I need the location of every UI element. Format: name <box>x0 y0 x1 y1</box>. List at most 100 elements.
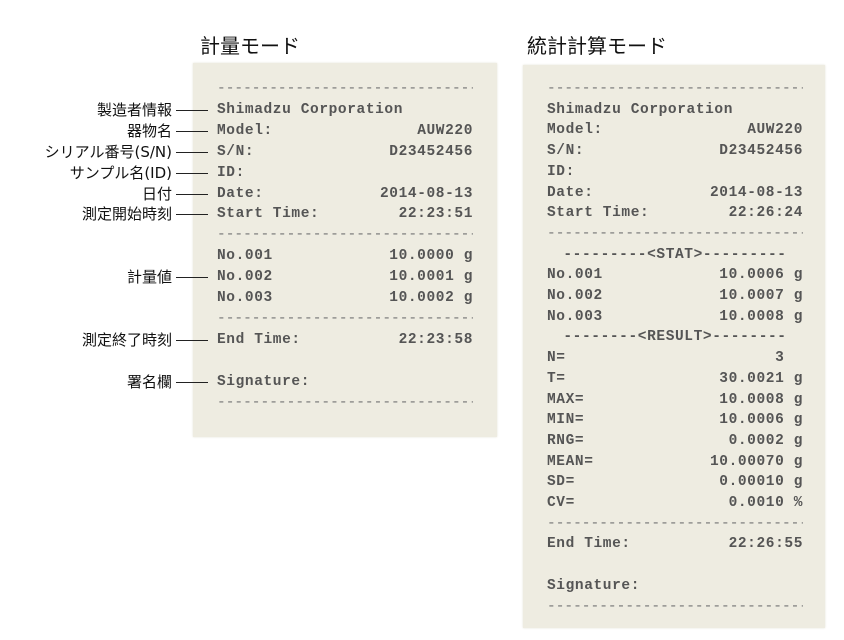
line-value: 0.0002 g <box>728 432 803 449</box>
printout-line: ID: <box>217 163 473 183</box>
line-value: 22:26:55 <box>728 536 803 553</box>
printout-line: N= 3 <box>547 348 803 368</box>
line-value: D23452456 <box>389 143 473 160</box>
line-label: Date: <box>547 184 594 201</box>
annotation-leader-line <box>176 109 208 111</box>
line-label: CV= <box>547 495 575 511</box>
printout-line: ID: <box>547 162 803 182</box>
line-value: 22:26:24 <box>728 205 803 222</box>
separator-line: ------------------------------ <box>547 225 803 242</box>
printout-line: S/N: D23452456 <box>547 141 803 161</box>
line-value: 10.0007 g <box>719 288 803 304</box>
printout-line: Date: 2014-08-13 <box>547 183 803 203</box>
separator-line: ---------<STAT>--------- <box>563 246 787 263</box>
annotation-leader-line <box>176 193 208 195</box>
separator-line: ------------------------------ <box>217 310 473 327</box>
line-value: 22:23:51 <box>398 206 473 223</box>
printout-line: Start Time: 22:26:24 <box>547 203 803 223</box>
annotation-leader-line <box>176 172 208 174</box>
line-label: MAX= <box>547 391 585 408</box>
printout-line: MAX= 10.0008 g <box>547 390 803 410</box>
weighing-mode-title: 計量モード <box>200 34 300 58</box>
annotation-leader-line <box>176 151 208 153</box>
printout-line: CV= 0.0010 % <box>547 493 803 513</box>
printout-line: Signature: <box>547 576 803 596</box>
separator-line: --------<RESULT>-------- <box>563 329 787 346</box>
line-label: Date: <box>217 185 264 202</box>
line-label: No.002 <box>547 288 603 304</box>
line-label: Model: <box>547 122 603 139</box>
separator-line: ------------------------------ <box>547 515 803 532</box>
line-value: 30.0021 g <box>719 370 803 387</box>
line-label: No.003 <box>547 308 603 325</box>
annotation-leader-line <box>176 130 208 132</box>
printout-line: No.003 10.0008 g <box>547 307 803 327</box>
printout-line: End Time: 22:26:55 <box>547 534 803 554</box>
line-label: No.003 <box>217 290 273 306</box>
line-value: 10.0006 g <box>719 267 803 284</box>
line-label: S/N: <box>547 143 585 160</box>
line-label: End Time: <box>547 536 631 553</box>
printout-line: No.003 10.0002 g <box>217 288 473 308</box>
line-value: 10.0001 g <box>389 269 473 286</box>
separator-line: ------------------------------ <box>217 81 473 97</box>
line-label: Signature: <box>547 577 641 594</box>
line-label: Shimadzu Corporation <box>217 101 404 118</box>
annotation-leader-line <box>176 214 208 216</box>
annotation-label: サンプル名(ID) <box>69 163 172 182</box>
printout-line: No.002 10.0007 g <box>547 286 803 306</box>
annotation-label: 署名欄 <box>126 372 172 391</box>
line-label: MIN= <box>547 412 585 429</box>
line-value: 3 <box>775 350 803 367</box>
annotation-label: 日付 <box>141 184 172 203</box>
annotation-leader-line <box>176 277 208 279</box>
printout-line: End Time: 22:23:58 <box>217 330 473 350</box>
line-label: ID: <box>547 163 575 180</box>
printout-line: S/N: D23452456 <box>217 142 473 162</box>
line-label: No.001 <box>217 248 273 265</box>
statistics-mode-title: 統計計算モード <box>527 34 667 58</box>
line-value: 2014-08-13 <box>379 185 473 202</box>
separator-line: ------------------------------ <box>547 81 803 97</box>
line-label: Start Time: <box>217 206 320 223</box>
printout-line: No.002 10.0001 g <box>217 267 473 287</box>
line-value: 0.00010 g <box>719 474 803 491</box>
line-label: N= <box>547 350 566 367</box>
printout-line: T= 30.0021 g <box>547 369 803 389</box>
separator-line: ------------------------------ <box>217 394 473 411</box>
weighing-printout: ------------------------------ Shimadzu C… <box>193 63 497 437</box>
separator-line: ------------------------------ <box>547 598 803 615</box>
annotation-label: 測定開始時刻 <box>81 205 172 224</box>
line-label: Shimadzu Corporation <box>547 101 734 118</box>
printout-line: No.001 10.0006 g <box>547 265 803 285</box>
printout-line: Shimadzu Corporation <box>217 100 473 120</box>
line-label: End Time: <box>217 331 301 348</box>
line-value: 0.0010 % <box>728 495 803 511</box>
line-label: Start Time: <box>547 205 650 222</box>
printout-line: SD= 0.00010 g <box>547 472 803 492</box>
printout-line: Start Time: 22:23:51 <box>217 204 473 224</box>
line-label: MEAN= <box>547 453 594 470</box>
line-value: AUW220 <box>417 122 473 139</box>
annotation-label: 製造者情報 <box>96 100 172 119</box>
annotation-label: 器物名 <box>126 121 172 140</box>
annotation-leader-line <box>176 339 208 341</box>
annotation-label: 計量値 <box>126 268 172 287</box>
line-value: 10.0006 g <box>719 412 803 429</box>
printout-line: Shimadzu Corporation <box>547 100 803 120</box>
printout-line: Model: AUW220 <box>547 120 803 140</box>
line-value: 2014-08-13 <box>709 184 803 201</box>
separator-line: ------------------------------ <box>217 227 473 244</box>
line-label: T= <box>547 370 566 387</box>
line-label: S/N: <box>217 143 255 160</box>
blank-line <box>547 555 803 575</box>
printout-line: Signature: <box>217 372 473 392</box>
annotation-label: 測定終了時刻 <box>81 330 172 349</box>
line-value: AUW220 <box>747 122 803 139</box>
line-value: 22:23:58 <box>398 331 473 348</box>
statistics-printout: ------------------------------ Shimadzu C… <box>523 65 825 628</box>
line-label: Model: <box>217 122 273 139</box>
line-label: RNG= <box>547 432 585 449</box>
printout-line: Date: 2014-08-13 <box>217 184 473 204</box>
line-value: 10.0008 g <box>719 391 803 408</box>
